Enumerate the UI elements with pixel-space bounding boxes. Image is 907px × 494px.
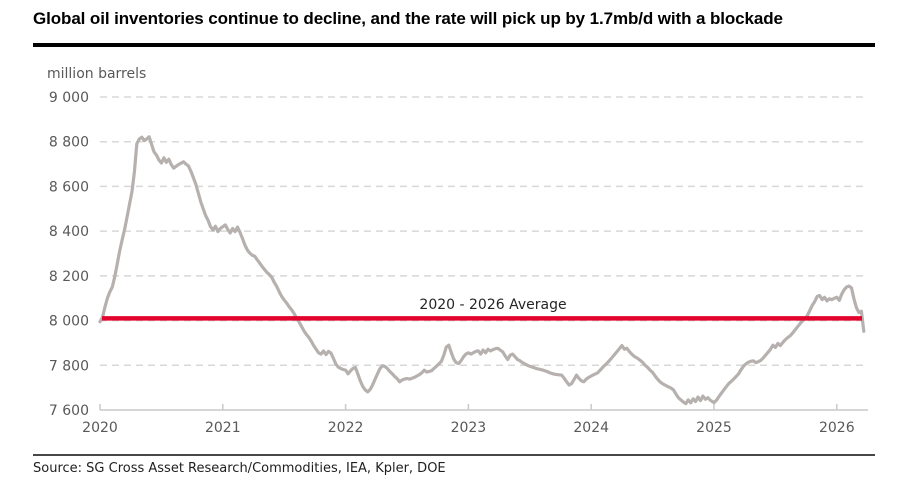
title-rule — [33, 43, 875, 47]
inventory-line — [98, 135, 866, 406]
x-tick-label: 2024 — [573, 420, 609, 436]
y-tick-label: 9 000 — [49, 90, 89, 106]
x-tick-label: 2023 — [451, 420, 487, 436]
x-tick-label: 2026 — [819, 420, 855, 436]
y-tick-label: 7 600 — [49, 403, 89, 419]
source-text: Source: SG Cross Asset Research/Commodit… — [33, 461, 446, 476]
footer-rule — [33, 454, 875, 456]
y-axis-unit-label: million barrels — [47, 66, 147, 82]
y-tick-label: 8 200 — [49, 269, 89, 285]
x-tick-label: 2022 — [328, 420, 364, 436]
y-tick-label: 8 000 — [49, 314, 89, 330]
y-tick-label: 8 800 — [49, 135, 89, 151]
y-tick-label: 8 600 — [49, 179, 89, 195]
y-tick-label: 8 400 — [49, 224, 89, 240]
x-tick-label: 2025 — [696, 420, 732, 436]
average-line-label: 2020 - 2026 Average — [419, 297, 567, 313]
x-tick-label: 2021 — [205, 420, 241, 436]
y-tick-label: 7 800 — [49, 358, 89, 374]
chart-title: Global oil inventories continue to decli… — [33, 9, 783, 28]
x-tick-label: 2020 — [82, 420, 118, 436]
